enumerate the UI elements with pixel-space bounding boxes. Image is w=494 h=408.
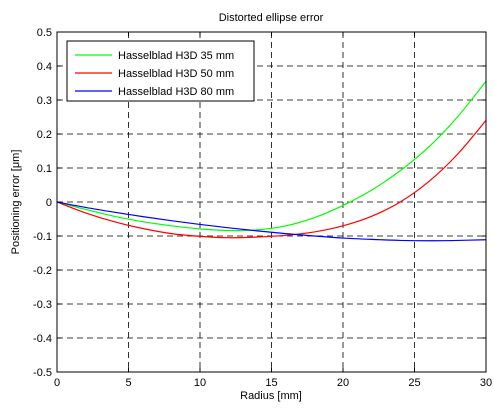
series-line-80mm bbox=[56, 201, 487, 242]
series-line-50mm bbox=[56, 120, 487, 239]
y-axis-label: Positioning error [μm] bbox=[10, 150, 22, 255]
legend-label-50mm: Hasselblad H3D 50 mm bbox=[118, 68, 234, 80]
y-tick-label: 0.5 bbox=[37, 27, 52, 39]
y-tick-label: 0.1 bbox=[37, 163, 52, 175]
x-tick-label: 10 bbox=[194, 377, 206, 389]
axis-ticks: 0 5 10 15 20 25 30 -0.5 -0.4 -0.3 -0.2 -0.1 0 0.1 0.2 0… bbox=[33, 27, 492, 389]
series-line-35mm bbox=[56, 80, 487, 232]
y-tick-label: -0.2 bbox=[33, 265, 52, 277]
x-tick-label: 20 bbox=[337, 377, 349, 389]
y-tick-label: 0.4 bbox=[37, 61, 52, 73]
x-tick-label: 5 bbox=[125, 377, 131, 389]
y-tick-label: -0.3 bbox=[33, 299, 52, 311]
y-tick-label: 0.2 bbox=[37, 129, 52, 141]
chart-title: Distorted ellipse error bbox=[219, 12, 324, 24]
y-tick-label: 0.3 bbox=[37, 95, 52, 107]
y-tick-label: -0.4 bbox=[33, 333, 52, 345]
legend-label-35mm: Hasselblad H3D 35 mm bbox=[118, 50, 234, 62]
y-tick-label: 0 bbox=[46, 197, 52, 209]
x-tick-label: 30 bbox=[480, 377, 492, 389]
x-tick-label: 15 bbox=[265, 377, 277, 389]
y-tick-label: -0.5 bbox=[33, 367, 52, 379]
x-axis-label: Radius [mm] bbox=[240, 390, 302, 402]
x-tick-label: 25 bbox=[408, 377, 420, 389]
series-layer bbox=[56, 80, 487, 242]
legend-label-80mm: Hasselblad H3D 80 mm bbox=[118, 86, 234, 98]
legend: Hasselblad H3D 35 mm Hasselblad H3D 50 m… bbox=[66, 40, 255, 102]
x-tick-label: 0 bbox=[54, 377, 60, 389]
y-tick-label: -0.1 bbox=[33, 231, 52, 243]
